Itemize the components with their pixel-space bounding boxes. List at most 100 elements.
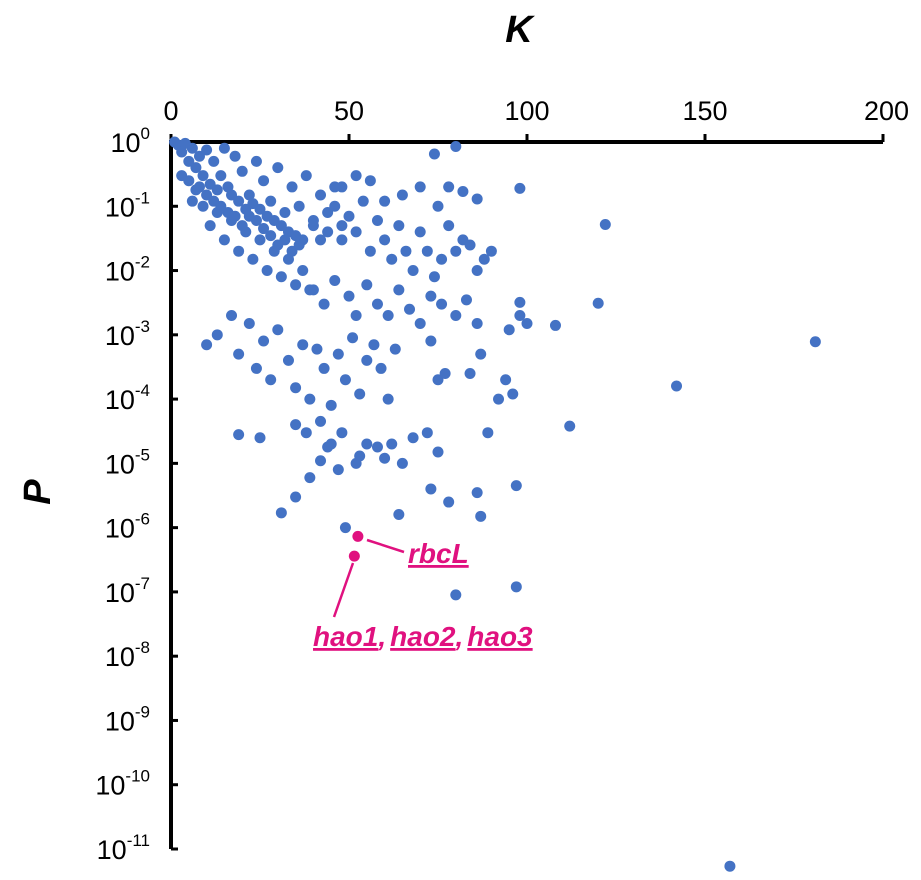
data-point [503, 324, 515, 336]
data-point [432, 374, 444, 386]
data-point [514, 182, 526, 194]
data-point [193, 150, 205, 162]
data-point [475, 348, 487, 360]
data-point [432, 446, 444, 458]
data-point [361, 279, 373, 291]
data-point [464, 239, 476, 251]
data-point [243, 189, 255, 201]
data-point [478, 253, 490, 265]
data-point [389, 343, 401, 355]
data-point [233, 429, 245, 441]
data-point [315, 455, 327, 467]
data-point [396, 189, 408, 201]
data-point [307, 220, 319, 232]
data-point [215, 170, 227, 182]
data-point [226, 189, 238, 201]
data-point [297, 234, 309, 246]
x-tick-label: 150 [682, 96, 727, 126]
data-point [258, 335, 270, 347]
data-point [254, 432, 266, 444]
data-point [311, 343, 323, 355]
hao2-label: hao2 [390, 621, 456, 652]
data-point [211, 329, 223, 341]
data-point [443, 181, 455, 193]
data-point [407, 432, 419, 444]
data-point [514, 309, 526, 321]
data-point [386, 438, 398, 450]
highlighted-points [348, 530, 364, 562]
data-point [233, 195, 245, 207]
data-point [261, 265, 273, 277]
data-point [282, 354, 294, 366]
data-point [414, 226, 426, 238]
data-point [286, 245, 298, 257]
data-point [375, 362, 387, 374]
data-point [254, 203, 266, 215]
y-tick-label: 10-6 [105, 510, 150, 544]
data-point [250, 215, 262, 227]
data-point [724, 860, 736, 872]
data-point [233, 245, 245, 257]
data-point [315, 234, 327, 246]
data-point [421, 427, 433, 439]
data-point [432, 200, 444, 212]
hao-leader-line [332, 562, 355, 618]
data-point [265, 230, 277, 242]
data-point [510, 581, 522, 593]
data-point [229, 210, 241, 222]
data-point [357, 195, 369, 207]
data-point [226, 309, 238, 321]
x-axis-title: K [505, 9, 535, 51]
data-point [258, 175, 270, 187]
data-point [364, 245, 376, 257]
data-point [343, 210, 355, 222]
data-point [201, 189, 213, 201]
data-point [592, 297, 604, 309]
data-point [300, 170, 312, 182]
data-point [400, 245, 412, 257]
data-point [809, 336, 821, 348]
data-point [396, 457, 408, 469]
data-point [208, 155, 220, 167]
data-point [354, 450, 366, 462]
data-point [428, 148, 440, 160]
x-tick-label: 200 [864, 96, 909, 126]
data-point [379, 234, 391, 246]
data-point [471, 265, 483, 277]
data-point [343, 290, 355, 302]
data-point [485, 245, 497, 257]
data-point [201, 339, 213, 351]
data-point [450, 309, 462, 321]
data-point [500, 374, 512, 386]
data-point [671, 380, 683, 392]
data-point [293, 200, 305, 212]
data-point [201, 144, 213, 156]
hao-sep-2: , [455, 621, 464, 652]
data-point [436, 298, 448, 310]
data-point [318, 298, 330, 310]
data-point [304, 472, 316, 484]
data-point [386, 253, 398, 265]
data-point [404, 303, 416, 315]
data-point [336, 234, 348, 246]
data-point [329, 275, 341, 287]
data-point [290, 491, 302, 503]
data-point [229, 150, 241, 162]
data-point [265, 374, 277, 386]
data-point [218, 142, 230, 154]
data-point [204, 220, 216, 232]
data-point [272, 324, 284, 336]
data-point [439, 368, 451, 380]
y-tick-label: 10-10 [95, 767, 150, 801]
data-point [450, 589, 462, 601]
data-point [564, 420, 576, 432]
data-point [507, 388, 519, 400]
y-axis-ticks: 100 10-1 10-2 10-3 10-4 10-5 10-6 10-7 10-8 10-9 1… [95, 124, 178, 865]
data-point [307, 284, 319, 296]
data-point [521, 318, 533, 330]
data-point [186, 142, 198, 154]
data-point [236, 220, 248, 232]
x-tick-label: 50 [334, 96, 364, 126]
data-point [329, 200, 341, 212]
highlight-point [348, 550, 360, 562]
